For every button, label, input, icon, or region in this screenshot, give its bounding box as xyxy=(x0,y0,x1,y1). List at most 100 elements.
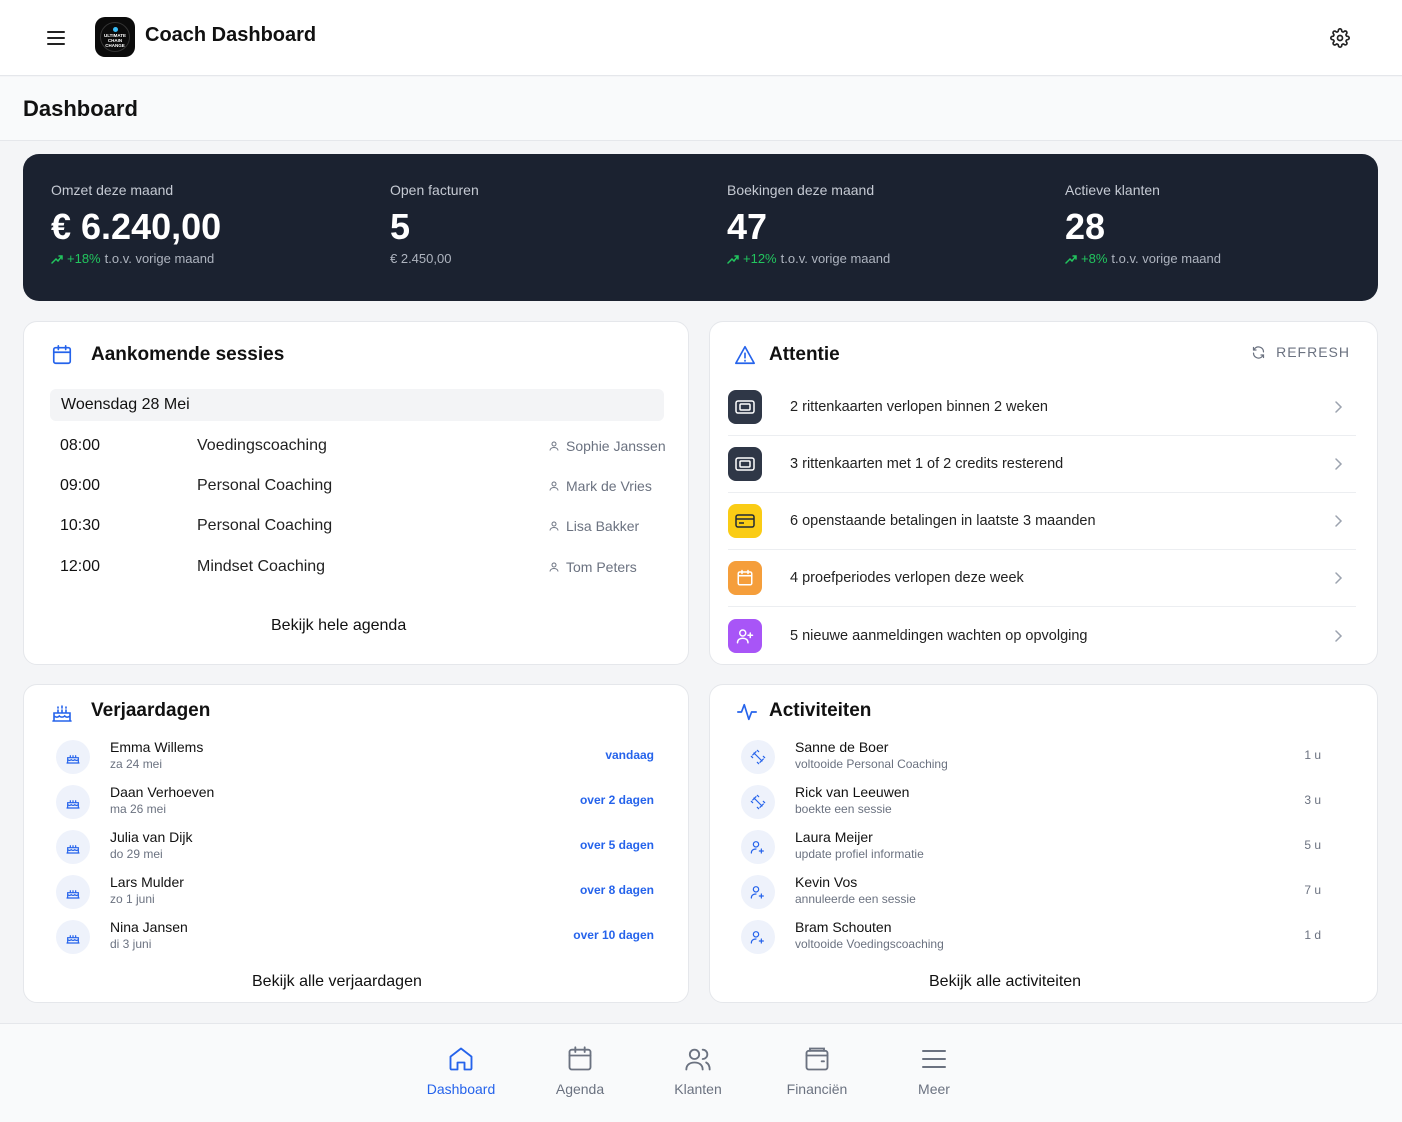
view-agenda-link[interactable]: Bekijk hele agenda xyxy=(271,617,407,634)
birthday-row[interactable]: Emma Willems za 24 mei vandaag xyxy=(50,736,664,781)
top-bar: ULTIMATE CHAIN CHANGE Coach Dashboard xyxy=(0,0,1402,76)
chevron-right-icon xyxy=(1335,515,1343,527)
activity-row[interactable]: Laura Meijer update profiel informatie 5… xyxy=(735,826,1349,871)
sessions-card: Aankomende sessies Woensdag 28 Mei 08:00… xyxy=(23,321,689,665)
birthday-row[interactable]: Daan Verhoeven ma 26 mei over 2 dagen xyxy=(50,781,664,826)
activities-title: Activiteiten xyxy=(769,700,872,721)
trend-up-icon xyxy=(51,254,63,264)
view-activities-link[interactable]: Bekijk alle activiteiten xyxy=(929,973,1082,990)
stat-change-value: +18% xyxy=(67,251,101,266)
attention-count: 4 xyxy=(790,570,799,586)
stat-change-suffix: t.o.v. vorige maand xyxy=(1111,251,1221,266)
attention-item[interactable]: 2 rittenkaarten verlopen binnen 2 weken xyxy=(728,379,1356,436)
activity-action: voltooide Personal Coaching xyxy=(795,757,948,771)
attention-count: 5 xyxy=(790,627,799,644)
stat-change: +18% t.o.v. vorige maand xyxy=(51,251,214,266)
birthday-name: Lars Mulder xyxy=(110,874,184,890)
attention-card: Attentie REFRESH 2 rittenkaarten verlope… xyxy=(709,321,1378,665)
bottom-nav: Dashboard Agenda Klanten Financiën Meer xyxy=(0,1023,1402,1122)
stat-value: € 6.240,00 xyxy=(51,206,222,247)
attention-label: openstaande betalingen in laatste 3 maan… xyxy=(802,513,1096,529)
activity-time: 3 u xyxy=(1304,793,1321,807)
attention-count: 6 xyxy=(790,513,799,529)
nav-meer[interactable]: Meer xyxy=(889,1044,979,1104)
date-label: Woensdag 28 Mei xyxy=(61,396,190,413)
stat-label: Open facturen xyxy=(390,182,479,198)
app-title: Coach Dashboard xyxy=(145,24,317,46)
activity-time: 1 d xyxy=(1304,928,1321,942)
birthday-date: do 29 mei xyxy=(110,847,163,861)
attention-item[interactable]: 3 rittenkaarten met 1 of 2 credits reste… xyxy=(728,436,1356,493)
refresh-button[interactable]: REFRESH xyxy=(1251,344,1350,360)
stat-value: 28 xyxy=(1065,206,1106,247)
birthday-date: zo 1 juni xyxy=(110,892,155,906)
refresh-icon xyxy=(1252,345,1265,359)
stats-panel: Omzet deze maand € 6.240,00 +18% t.o.v. … xyxy=(23,154,1378,301)
attention-label: rittenkaarten met 1 of 2 credits restere… xyxy=(802,456,1064,472)
chevron-right-icon xyxy=(1335,458,1343,470)
session-client: Mark de Vries xyxy=(548,478,652,494)
session-type: Personal Coaching xyxy=(197,517,333,534)
activities-card: Activiteiten Sanne de Boer voltooide Per… xyxy=(709,684,1378,1003)
birthday-date: ma 26 mei xyxy=(110,802,167,816)
stat-label: Actieve klanten xyxy=(1065,182,1160,198)
home-icon xyxy=(446,1044,476,1074)
hamburger-icon[interactable] xyxy=(40,22,72,54)
nav-label: Klanten xyxy=(674,1081,722,1097)
birthday-date: di 3 juni xyxy=(110,937,152,951)
stat-value: 47 xyxy=(727,206,768,247)
nav-dashboard[interactable]: Dashboard xyxy=(416,1044,506,1104)
nav-label: Dashboard xyxy=(426,1081,496,1097)
nav-klanten[interactable]: Klanten xyxy=(653,1044,743,1104)
activity-name: Kevin Vos xyxy=(795,874,858,890)
activity-row[interactable]: Rick van Leeuwen boekte een sessie 3 u xyxy=(735,781,1349,826)
view-birthdays-link[interactable]: Bekijk alle verjaardagen xyxy=(252,973,422,990)
activity-row[interactable]: Bram Schouten voltooide Voedingscoaching… xyxy=(735,916,1349,961)
activity-row[interactable]: Kevin Vos annuleerde een sessie 7 u xyxy=(735,871,1349,916)
user-plus-icon xyxy=(741,875,775,909)
session-row[interactable]: 10:30 Personal Coaching Lisa Bakker xyxy=(50,505,664,545)
gear-icon[interactable] xyxy=(1324,22,1356,54)
session-type: Mindset Coaching xyxy=(197,558,326,575)
attention-item[interactable]: 5 nieuwe aanmeldingen wachten op opvolgi… xyxy=(728,607,1356,664)
nav-label: Meer xyxy=(918,1081,950,1097)
session-row[interactable]: 12:00 Mindset Coaching Tom Peters xyxy=(50,546,664,586)
credit-card-icon xyxy=(728,504,762,538)
user-plus-icon xyxy=(741,830,775,864)
activity-action: boekte een sessie xyxy=(795,802,892,816)
attention-item[interactable]: 6 openstaande betalingen in laatste 3 ma… xyxy=(728,493,1356,550)
stat-change-value: +12% xyxy=(743,251,777,266)
attention-item[interactable]: 4 proefperiodes verlopen deze week xyxy=(728,550,1356,607)
birthday-when: vandaag xyxy=(605,748,654,762)
attention-label: rittenkaarten verlopen binnen 2 weken xyxy=(802,399,1048,415)
page-title: Dashboard xyxy=(23,96,138,121)
activity-name: Sanne de Boer xyxy=(795,739,889,755)
birthday-when: over 10 dagen xyxy=(573,928,654,942)
cake-icon xyxy=(49,699,75,725)
birthday-when: over 5 dagen xyxy=(579,838,654,852)
activity-row[interactable]: Sanne de Boer voltooide Personal Coachin… xyxy=(735,736,1349,781)
birthdays-title: Verjaardagen xyxy=(91,700,211,721)
user-plus-icon xyxy=(728,618,762,653)
session-row[interactable]: 08:00 Voedingscoaching Sophie Janssen xyxy=(50,425,666,465)
session-client: Tom Peters xyxy=(548,559,637,575)
activity-name: Bram Schouten xyxy=(795,919,892,935)
stat-label: Boekingen deze maand xyxy=(727,182,875,198)
attention-text: 2 rittenkaarten verlopen binnen 2 weken xyxy=(790,399,1048,415)
activity-time: 5 u xyxy=(1304,838,1321,852)
birthday-when: over 8 dagen xyxy=(579,883,654,897)
birthday-row[interactable]: Julia van Dijk do 29 mei over 5 dagen xyxy=(50,826,664,871)
user-icon xyxy=(549,481,559,491)
session-row[interactable]: 09:00 Personal Coaching Mark de Vries xyxy=(50,465,664,505)
birthday-row[interactable]: Nina Jansen di 3 juni over 10 dagen xyxy=(50,916,664,961)
nav-agenda[interactable]: Agenda xyxy=(535,1044,625,1104)
session-client-name: Tom Peters xyxy=(566,559,637,575)
alert-triangle-icon xyxy=(732,342,758,368)
session-type: Personal Coaching xyxy=(197,477,333,494)
cake-icon xyxy=(56,785,90,819)
nav-financien[interactable]: Financiën xyxy=(772,1044,862,1104)
session-client: Sophie Janssen xyxy=(548,438,666,454)
stat-change-suffix: t.o.v. vorige maand xyxy=(104,251,215,266)
birthday-row[interactable]: Lars Mulder zo 1 juni over 8 dagen xyxy=(50,871,664,916)
activity-time: 1 u xyxy=(1304,748,1321,762)
